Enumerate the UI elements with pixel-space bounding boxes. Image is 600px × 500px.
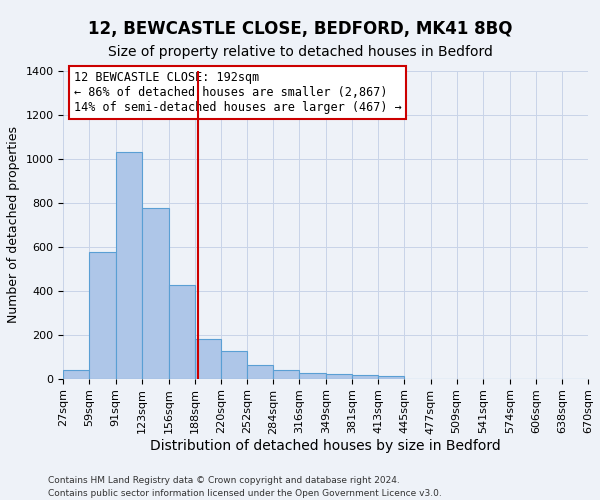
Bar <box>326 374 352 378</box>
Text: Size of property relative to detached houses in Bedford: Size of property relative to detached ho… <box>107 45 493 59</box>
Text: 12, BEWCASTLE CLOSE, BEDFORD, MK41 8BQ: 12, BEWCASTLE CLOSE, BEDFORD, MK41 8BQ <box>88 20 512 38</box>
Bar <box>195 339 221 378</box>
X-axis label: Distribution of detached houses by size in Bedford: Distribution of detached houses by size … <box>151 439 501 453</box>
Text: Contains HM Land Registry data © Crown copyright and database right 2024.: Contains HM Land Registry data © Crown c… <box>48 476 400 485</box>
Bar <box>379 376 404 378</box>
Bar <box>247 366 273 378</box>
Bar <box>299 373 326 378</box>
Bar <box>142 208 169 378</box>
Bar <box>116 152 142 378</box>
Bar <box>169 285 195 378</box>
Bar <box>352 376 379 378</box>
Bar <box>221 351 247 378</box>
Bar <box>273 370 299 378</box>
Text: 12 BEWCASTLE CLOSE: 192sqm
← 86% of detached houses are smaller (2,867)
14% of s: 12 BEWCASTLE CLOSE: 192sqm ← 86% of deta… <box>74 71 401 114</box>
Y-axis label: Number of detached properties: Number of detached properties <box>7 126 20 324</box>
Bar <box>89 252 116 378</box>
Text: Contains public sector information licensed under the Open Government Licence v3: Contains public sector information licen… <box>48 488 442 498</box>
Bar <box>64 370 89 378</box>
